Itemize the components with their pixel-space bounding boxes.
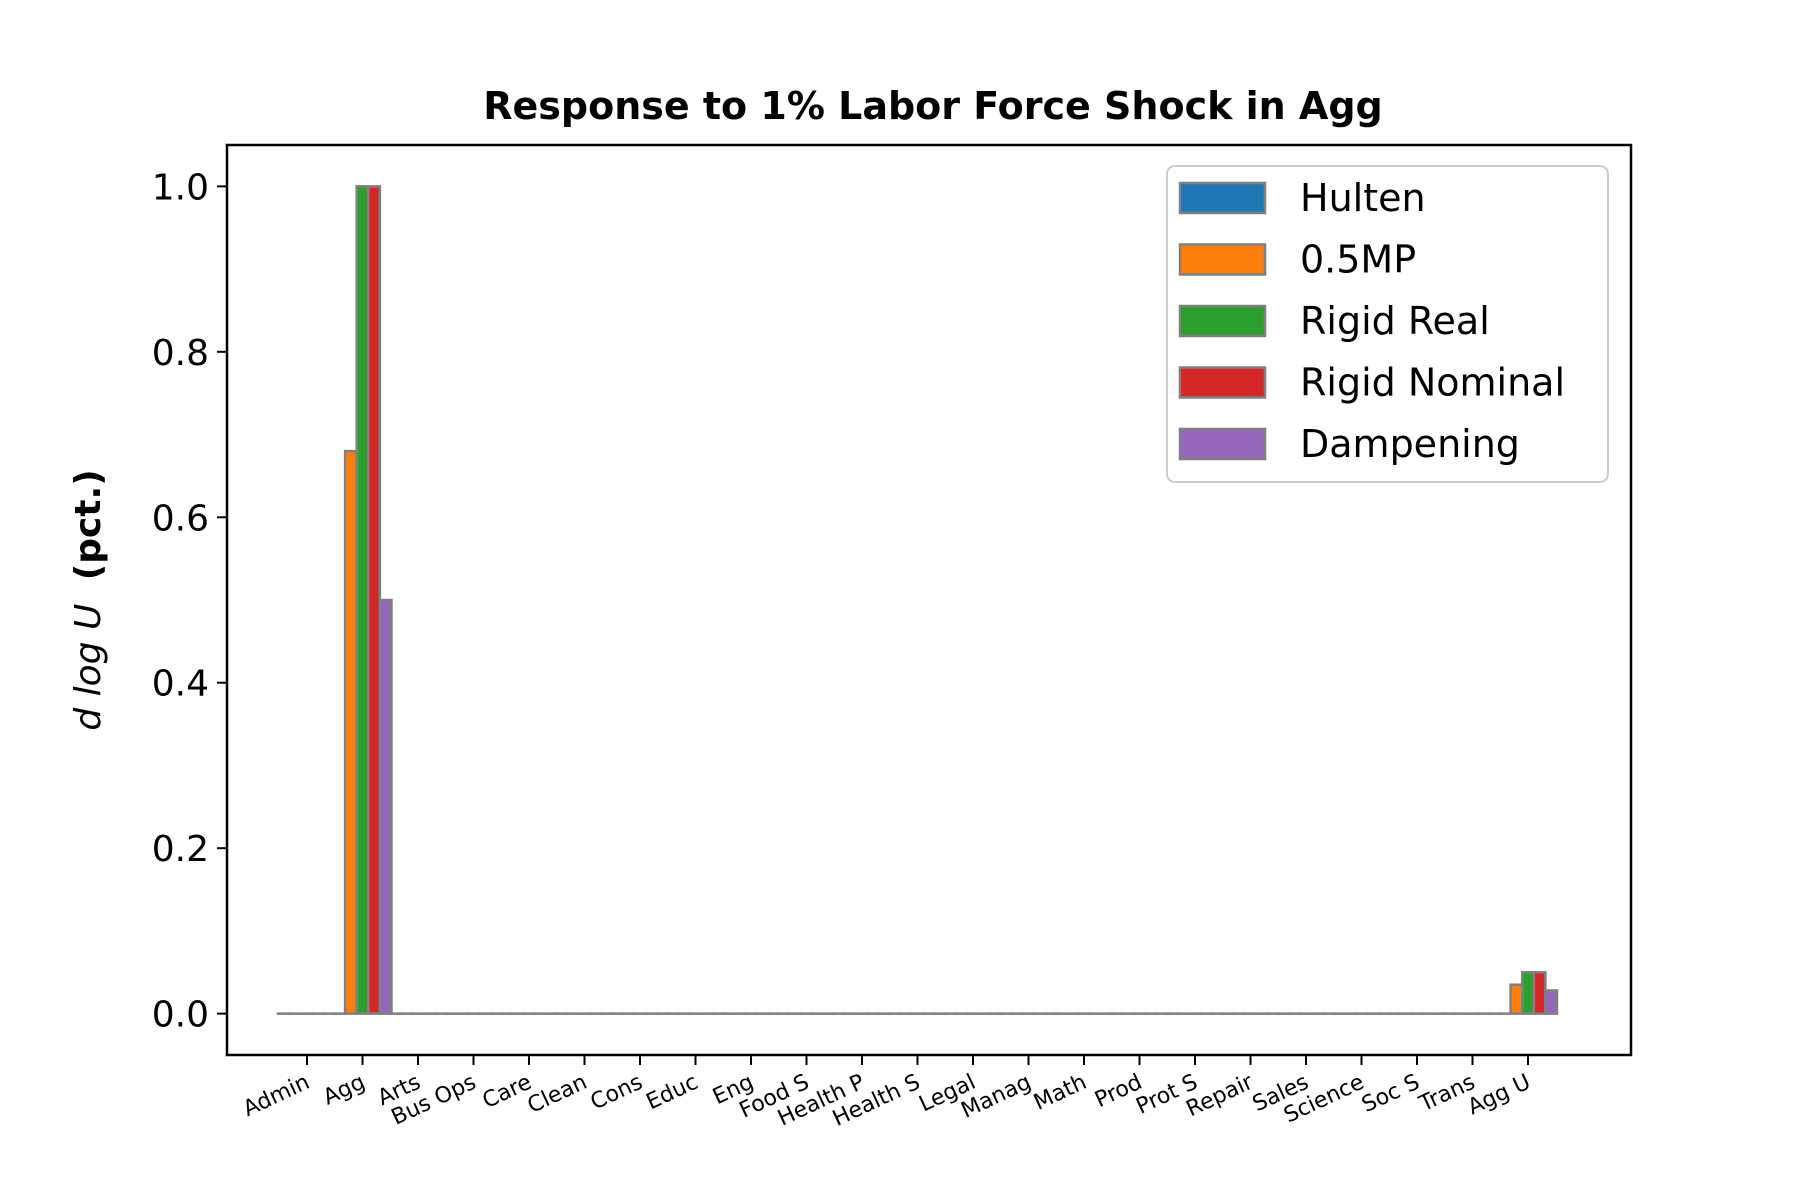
bar-rigid-nominal-agg-u xyxy=(1532,971,1547,1015)
x-tick-label: Math xyxy=(1030,1070,1090,1116)
bar-rigid-nominal-agg xyxy=(367,185,382,1015)
chart-title: Response to 1% Labor Force Shock in Agg xyxy=(483,84,1382,128)
y-axis-label-unit: (pct.) xyxy=(68,469,109,580)
y-tick-label: 0.4 xyxy=(152,664,209,705)
bar-dampening-agg xyxy=(378,598,393,1015)
legend-swatch-rigid-nominal xyxy=(1178,366,1267,399)
bar-rigid-real-agg-u xyxy=(1520,971,1536,1015)
legend-label-dampening: Dampening xyxy=(1300,422,1520,466)
bar-0-5mp-agg-u xyxy=(1509,983,1524,1015)
legend-swatch-hulten xyxy=(1178,181,1267,215)
y-tick-label: 0.0 xyxy=(152,995,209,1036)
y-tick-label: 0.8 xyxy=(152,333,209,374)
legend-label-rigid-real: Rigid Real xyxy=(1300,299,1490,343)
x-tick-label: Care xyxy=(479,1070,536,1114)
y-axis: 0.0 0.2 0.4 0.6 0.8 1.0 xyxy=(152,167,227,1036)
x-tick-label: Educ xyxy=(643,1070,702,1115)
legend-box xyxy=(1166,165,1609,483)
bar-rigid-real-agg xyxy=(355,185,370,1015)
y-axis-label-math: d log U xyxy=(68,604,109,731)
legend-swatch-rigid-real xyxy=(1178,304,1267,338)
legend-label-hulten: Hulten xyxy=(1300,176,1426,220)
y-tick-label: 1.0 xyxy=(152,167,209,208)
y-tick-label: 0.2 xyxy=(152,829,209,870)
plot-frame xyxy=(225,143,1633,1057)
legend-label-0-5mp: 0.5MP xyxy=(1300,238,1416,282)
bars-layer xyxy=(276,185,1559,1015)
x-tick-label: Admin xyxy=(239,1070,313,1122)
legend: Hulten 0.5MP Rigid Real Rigid Nominal Dampen… xyxy=(1166,165,1609,483)
x-tick-label: Cons xyxy=(587,1070,647,1116)
bar-dampening-agg-u xyxy=(1544,989,1559,1015)
legend-swatch-dampening xyxy=(1178,427,1267,461)
bar-0-5mp-agg xyxy=(343,449,358,1015)
y-axis-label: d log U (pct.) xyxy=(68,469,109,730)
legend-label-rigid-nominal: Rigid Nominal xyxy=(1300,361,1565,405)
legend-swatch-0-5mp xyxy=(1178,243,1267,276)
x-tick-label: Soc S xyxy=(1358,1070,1423,1118)
x-tick-label: Agg xyxy=(320,1070,370,1111)
y-tick-label: 0.6 xyxy=(152,498,209,539)
x-tick-label: Clean xyxy=(524,1070,591,1119)
x-tick-label: Agg U xyxy=(1464,1070,1534,1121)
